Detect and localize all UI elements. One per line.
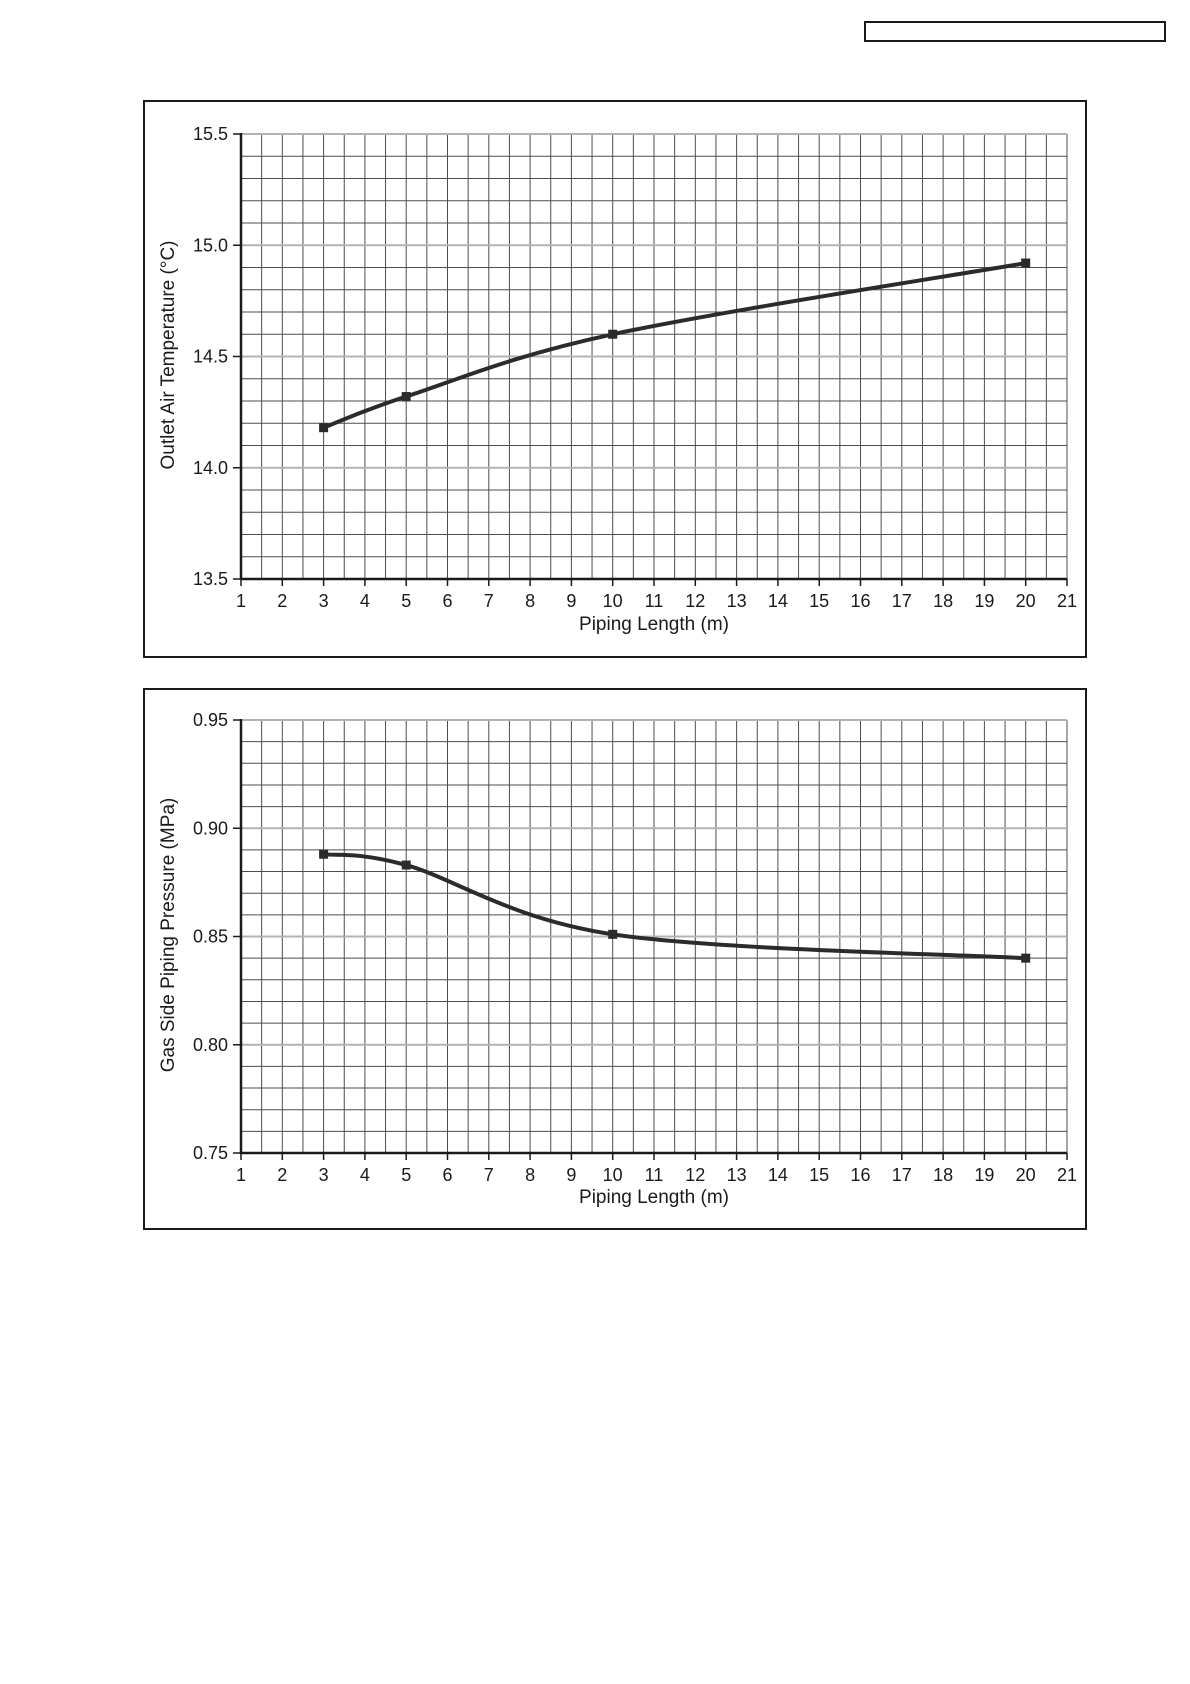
y-axis-title: Gas Side Piping Pressure (MPa)	[158, 797, 179, 1073]
svg-text:11: 11	[645, 591, 664, 611]
svg-text:2: 2	[277, 1165, 287, 1185]
svg-text:19: 19	[974, 591, 994, 611]
gas-side-piping-pressure-plot: 1 2 3 4 5 6 7 8 9 10 11 12 13 14 15 16 17 18 19 20 210.750.8…	[193, 710, 1077, 1185]
svg-text:14: 14	[768, 591, 788, 611]
svg-text:21: 21	[1057, 591, 1077, 611]
svg-text:6: 6	[442, 1165, 452, 1185]
svg-text:21: 21	[1057, 1165, 1077, 1185]
svg-text:0.85: 0.85	[193, 927, 228, 947]
svg-text:16: 16	[850, 591, 870, 611]
svg-text:7: 7	[484, 591, 494, 611]
svg-text:3: 3	[319, 591, 329, 611]
svg-text:10: 10	[603, 591, 623, 611]
svg-text:17: 17	[892, 1165, 912, 1185]
svg-text:7: 7	[484, 1165, 494, 1185]
svg-text:4: 4	[360, 1165, 370, 1185]
svg-text:10: 10	[603, 1165, 623, 1185]
svg-text:13: 13	[727, 591, 747, 611]
svg-text:0.95: 0.95	[193, 710, 228, 730]
svg-text:0.75: 0.75	[193, 1143, 228, 1163]
svg-text:0.90: 0.90	[193, 818, 228, 838]
svg-text:15: 15	[809, 1165, 829, 1185]
svg-text:14.0: 14.0	[193, 458, 228, 478]
svg-text:15: 15	[809, 591, 829, 611]
svg-text:20: 20	[1016, 1165, 1036, 1185]
svg-text:18: 18	[933, 591, 953, 611]
svg-text:8: 8	[525, 1165, 535, 1185]
svg-text:13.5: 13.5	[193, 569, 228, 589]
svg-text:2: 2	[277, 591, 287, 611]
outlet-air-temperature-plot: 1 2 3 4 5 6 7 8 9 10 11 12 13 14 15 16 17 18 19 20 2113.514.…	[193, 124, 1077, 611]
empty-header-box	[864, 21, 1166, 42]
svg-text:12: 12	[685, 591, 705, 611]
svg-text:8: 8	[525, 591, 535, 611]
svg-text:14.5: 14.5	[193, 347, 228, 367]
svg-text:5: 5	[401, 591, 411, 611]
svg-text:3: 3	[319, 1165, 329, 1185]
svg-text:12: 12	[685, 1165, 705, 1185]
chart-outlet-air-temperature: 1 2 3 4 5 6 7 8 9 10 11 12 13 14 15 16 17 18 19 20 21 13.5 14.…	[143, 100, 1087, 658]
svg-text:4: 4	[360, 591, 370, 611]
svg-text:11: 11	[645, 1165, 664, 1185]
svg-text:0.80: 0.80	[193, 1035, 228, 1055]
svg-text:1: 1	[236, 1165, 246, 1185]
svg-text:6: 6	[442, 591, 452, 611]
x-axis-title: Piping Length (m)	[579, 614, 729, 635]
svg-text:13: 13	[727, 1165, 747, 1185]
svg-text:15.0: 15.0	[193, 235, 228, 255]
svg-text:14: 14	[768, 1165, 788, 1185]
svg-text:17: 17	[892, 591, 912, 611]
svg-text:9: 9	[566, 591, 576, 611]
x-axis-title: Piping Length (m)	[579, 1187, 729, 1208]
svg-text:5: 5	[401, 1165, 411, 1185]
svg-text:20: 20	[1016, 591, 1036, 611]
svg-text:19: 19	[974, 1165, 994, 1185]
svg-text:18: 18	[933, 1165, 953, 1185]
svg-text:9: 9	[566, 1165, 576, 1185]
y-axis-title: Outlet Air Temperature (°C)	[158, 240, 179, 470]
svg-text:1: 1	[236, 591, 246, 611]
svg-text:15.5: 15.5	[193, 124, 228, 144]
svg-text:16: 16	[850, 1165, 870, 1185]
chart-gas-side-piping-pressure: 1 2 3 4 5 6 7 8 9 10 11 12 13 14 15 16 17 18 19 20 21 0.75 0.8…	[143, 688, 1087, 1230]
